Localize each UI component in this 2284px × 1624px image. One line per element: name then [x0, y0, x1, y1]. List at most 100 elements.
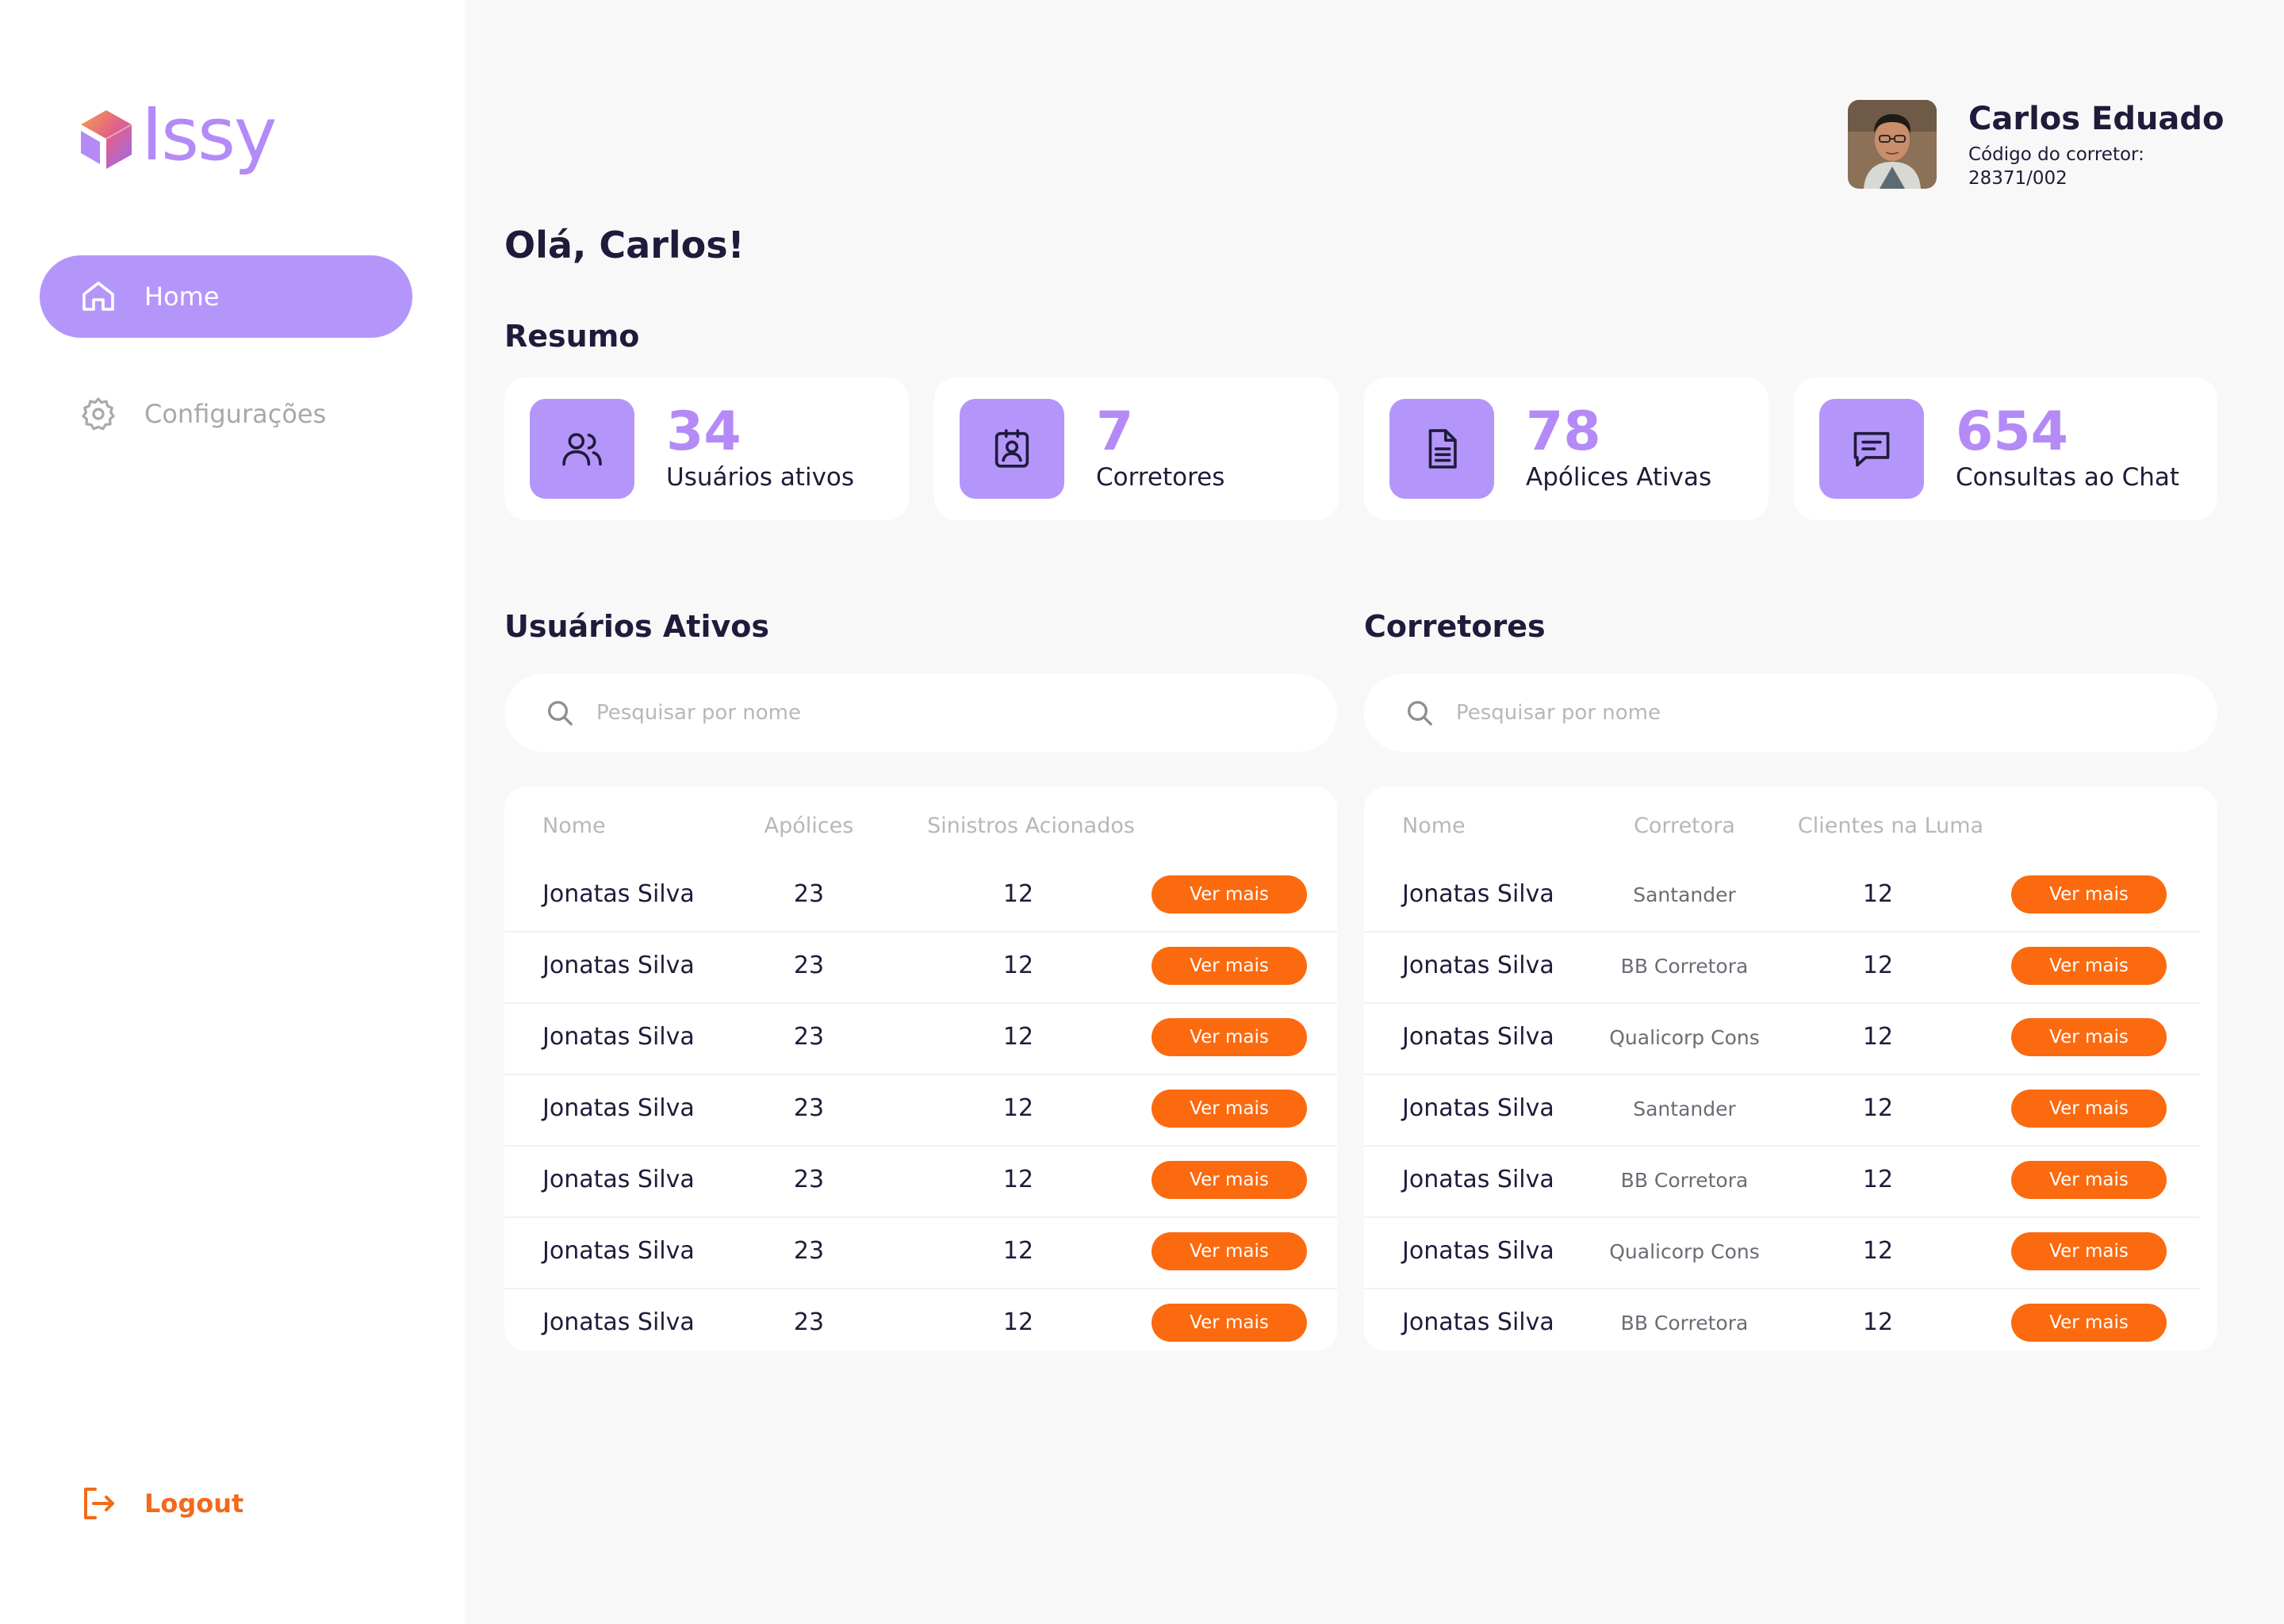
ver-mais-button[interactable]: Ver mais [2011, 1090, 2167, 1128]
table-header: Nome Corretora Clientes na Luma [1364, 814, 2217, 861]
table-row: Jonatas Silva Santander 12 Ver mais [1364, 1075, 2200, 1147]
stat-card-apolices[interactable]: 78 Apólices Ativas [1364, 377, 1769, 520]
search-brokers[interactable] [1364, 674, 2217, 752]
cell-nome: Jonatas Silva [1402, 1308, 1554, 1336]
table-row: Jonatas Silva 23 12 Ver mais [504, 861, 1337, 933]
ver-mais-button[interactable]: Ver mais [2011, 1161, 2167, 1199]
cell-corretora: Qualicorp Cons [1609, 1240, 1760, 1263]
search-users[interactable] [504, 674, 1337, 752]
cell-clientes: 12 [1862, 1166, 1894, 1193]
ver-mais-button[interactable]: Ver mais [2011, 875, 2167, 914]
cell-nome: Jonatas Silva [1402, 1023, 1554, 1051]
ver-mais-button[interactable]: Ver mais [2011, 1232, 2167, 1270]
logout-label: Logout [144, 1488, 244, 1519]
cell-corretora: BB Corretora [1620, 1169, 1749, 1192]
cell-nome: Jonatas Silva [542, 1237, 695, 1265]
cell-corretora: Santander [1633, 883, 1736, 906]
users-icon [562, 433, 602, 466]
ver-mais-button[interactable]: Ver mais [1152, 1304, 1307, 1342]
stat-label: Usuários ativos [666, 463, 855, 492]
table-row: Jonatas Silva 23 12 Ver mais [504, 1218, 1337, 1289]
table-row: Jonatas Silva Santander 12 Ver mais [1364, 861, 2200, 933]
cell-nome: Jonatas Silva [542, 952, 695, 979]
cell-nome: Jonatas Silva [542, 1308, 695, 1336]
sidebar: Issy Home Configurações Logout [0, 0, 465, 1624]
brokers-table: Nome Corretora Clientes na Luma Jonatas … [1364, 787, 2217, 1351]
ver-mais-button[interactable]: Ver mais [1152, 1232, 1307, 1270]
cell-clientes: 12 [1862, 1023, 1894, 1051]
ver-mais-button[interactable]: Ver mais [1152, 1161, 1307, 1199]
search-input-brokers[interactable] [1456, 701, 2059, 725]
table-row: Jonatas Silva 23 12 Ver mais [504, 1004, 1337, 1075]
ver-mais-button[interactable]: Ver mais [1152, 947, 1307, 985]
cell-sinistros: 12 [1002, 1023, 1034, 1051]
logo-text: Issy [141, 92, 277, 177]
cell-clientes: 12 [1862, 1237, 1894, 1265]
column-header-clientes[interactable]: Clientes na Luma [1797, 814, 1984, 838]
app-logo[interactable]: Issy [79, 92, 277, 179]
stat-card-usuarios[interactable]: 34 Usuários ativos [504, 377, 909, 520]
stat-value: 7 [1096, 400, 1134, 463]
logout-button[interactable]: Logout [79, 1484, 243, 1522]
avatar-photo [1848, 100, 1937, 189]
stat-value: 34 [666, 400, 742, 463]
table-row: Jonatas Silva Qualicorp Cons 12 Ver mais [1364, 1004, 2200, 1075]
table-row: Jonatas Silva 23 12 Ver mais [504, 1289, 1337, 1361]
active-users-table: Nome Apólices Sinistros Acionados Jonata… [504, 787, 1337, 1351]
document-icon [1428, 429, 1457, 469]
table-row: Jonatas Silva BB Corretora 12 Ver mais [1364, 1147, 2200, 1218]
sidebar-item-home[interactable]: Home [40, 255, 412, 338]
column-header-nome[interactable]: Nome [1402, 814, 1466, 838]
stat-value: 78 [1526, 400, 1601, 463]
ver-mais-button[interactable]: Ver mais [1152, 875, 1307, 914]
sidebar-item-label: Configurações [144, 399, 327, 429]
cell-apolices: 23 [793, 1166, 825, 1193]
cell-sinistros: 12 [1002, 1237, 1034, 1265]
table-row: Jonatas Silva 23 12 Ver mais [504, 1147, 1337, 1218]
column-header-corretora[interactable]: Corretora [1634, 814, 1735, 838]
cell-sinistros: 12 [1002, 880, 1034, 908]
search-input-users[interactable] [596, 701, 1199, 725]
table-row: Jonatas Silva 23 12 Ver mais [504, 933, 1337, 1004]
cell-nome: Jonatas Silva [1402, 952, 1554, 979]
broker-code-label: Código do corretor: [1968, 144, 2144, 165]
stat-card-corretores[interactable]: 7 Corretores [934, 377, 1339, 520]
cell-nome: Jonatas Silva [1402, 1094, 1554, 1122]
cell-nome: Jonatas Silva [1402, 880, 1554, 908]
page-title: Olá, Carlos! [504, 224, 745, 266]
cell-nome: Jonatas Silva [542, 1023, 695, 1051]
cell-corretora: Santander [1633, 1097, 1736, 1120]
cell-clientes: 12 [1862, 1094, 1894, 1122]
cell-nome: Jonatas Silva [542, 1094, 695, 1122]
ver-mais-button[interactable]: Ver mais [2011, 947, 2167, 985]
profile-name: Carlos Eduado [1968, 101, 2225, 137]
ver-mais-button[interactable]: Ver mais [2011, 1304, 2167, 1342]
stat-value: 654 [1956, 400, 2068, 463]
column-header-nome[interactable]: Nome [542, 814, 606, 838]
cell-nome: Jonatas Silva [542, 880, 695, 908]
profile-info: Carlos Eduado Código do corretor: 28371/… [1968, 100, 2225, 190]
stat-label: Apólices Ativas [1526, 463, 1712, 492]
sidebar-item-configuracoes[interactable]: Configurações [40, 373, 412, 455]
ver-mais-button[interactable]: Ver mais [1152, 1090, 1307, 1128]
column-header-sinistros[interactable]: Sinistros Acionados [927, 814, 1135, 838]
column-header-apolices[interactable]: Apólices [764, 814, 854, 838]
avatar[interactable] [1848, 100, 1937, 189]
broker-code-value: 28371/002 [1968, 168, 2067, 189]
stat-card-chat[interactable]: 654 Consultas ao Chat [1794, 377, 2217, 520]
ver-mais-button[interactable]: Ver mais [2011, 1018, 2167, 1056]
cell-apolices: 23 [793, 1237, 825, 1265]
chat-icon [1853, 431, 1890, 467]
cell-sinistros: 12 [1002, 1094, 1034, 1122]
cell-corretora: BB Corretora [1620, 1312, 1749, 1335]
cell-corretora: Qualicorp Cons [1609, 1026, 1760, 1049]
cell-sinistros: 12 [1002, 1166, 1034, 1193]
table-row: Jonatas Silva BB Corretora 12 Ver mais [1364, 933, 2200, 1004]
user-profile[interactable]: Carlos Eduado Código do corretor: 28371/… [1848, 100, 2225, 190]
cell-apolices: 23 [793, 1094, 825, 1122]
active-users-title: Usuários Ativos [504, 609, 769, 644]
cell-sinistros: 12 [1002, 1308, 1034, 1336]
cell-nome: Jonatas Silva [1402, 1166, 1554, 1193]
search-icon [548, 701, 573, 726]
ver-mais-button[interactable]: Ver mais [1152, 1018, 1307, 1056]
